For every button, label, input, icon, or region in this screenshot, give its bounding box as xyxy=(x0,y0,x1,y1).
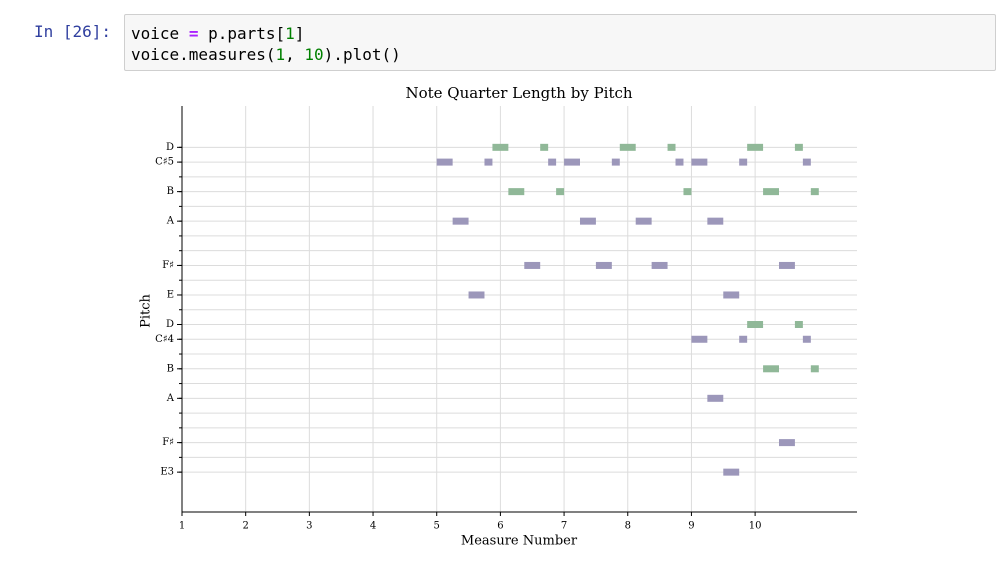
y-tick-label: C♯5 xyxy=(155,157,174,168)
code-token: voice.measures( xyxy=(131,45,276,64)
x-tick-label: 1 xyxy=(179,521,185,532)
y-tick-label: B xyxy=(167,363,174,374)
x-tick-label: 5 xyxy=(434,521,440,532)
note-bar xyxy=(524,261,541,269)
x-tick-label: 2 xyxy=(242,521,248,532)
y-tick-label: E xyxy=(167,289,174,300)
note-bar xyxy=(548,158,557,166)
note-bar xyxy=(747,321,764,329)
note-bar xyxy=(540,143,549,151)
y-tick-label: B xyxy=(167,186,174,197)
y-tick-label: D xyxy=(166,319,174,330)
code-token: , xyxy=(285,45,305,64)
x-axis-label: Measure Number xyxy=(461,534,578,549)
note-bar xyxy=(739,335,748,343)
note-bar xyxy=(683,188,692,196)
note-bar xyxy=(611,158,620,166)
y-tick-label: F♯ xyxy=(162,437,174,448)
note-bar xyxy=(468,291,485,299)
input-prompt: In [26]: xyxy=(34,22,112,41)
y-tick-label: D xyxy=(166,142,174,153)
x-tick-label: 3 xyxy=(306,521,312,532)
note-bar xyxy=(508,188,525,196)
code-line: voice = p.parts[1] xyxy=(131,23,989,44)
note-bar xyxy=(723,468,740,476)
code-token: 10 xyxy=(304,45,324,64)
note-bar xyxy=(802,335,811,343)
note-bar xyxy=(763,188,779,196)
note-bar xyxy=(667,143,676,151)
code-line: voice.measures(1, 10).plot() xyxy=(131,44,989,65)
note-bar xyxy=(635,217,652,225)
code-cell[interactable]: voice = p.parts[1] voice.measures(1, 10).… xyxy=(124,14,996,71)
note-bar xyxy=(651,261,668,269)
x-tick-label: 8 xyxy=(625,521,631,532)
note-bar xyxy=(763,365,779,373)
code-token: 1 xyxy=(275,45,286,64)
code-token: voice xyxy=(131,24,180,43)
x-tick-label: 6 xyxy=(497,521,503,532)
note-bar xyxy=(802,158,811,166)
note-bar xyxy=(492,143,509,151)
code-token: ] xyxy=(294,24,305,43)
note-bar xyxy=(810,365,819,373)
note-bar xyxy=(595,261,612,269)
note-bar xyxy=(691,335,708,343)
note-bar xyxy=(810,188,819,196)
y-tick-label: A xyxy=(166,393,175,404)
note-bar xyxy=(675,158,684,166)
y-tick-label: C♯4 xyxy=(155,334,174,345)
note-bar xyxy=(707,394,724,402)
note-bar xyxy=(794,143,803,151)
note-bar xyxy=(564,158,580,166)
note-bar xyxy=(619,143,636,151)
code-token: 1 xyxy=(285,24,295,43)
code-token: ).plot() xyxy=(323,45,401,64)
note-bar xyxy=(794,321,803,329)
note-bar xyxy=(452,217,469,225)
code-token: = xyxy=(188,24,199,43)
note-bar xyxy=(723,291,740,299)
note-bar xyxy=(747,143,764,151)
note-bar xyxy=(436,158,453,166)
x-tick-label: 7 xyxy=(561,521,567,532)
note-bar xyxy=(484,158,493,166)
note-bar xyxy=(778,439,795,447)
note-bar xyxy=(579,217,596,225)
x-tick-label: 4 xyxy=(370,521,376,532)
note-bar xyxy=(778,261,795,269)
chart-title: Note Quarter Length by Pitch xyxy=(405,84,632,102)
y-axis-label: Pitch xyxy=(139,293,154,327)
y-tick-label: F♯ xyxy=(162,260,174,271)
code-token: p.parts[ xyxy=(208,24,286,43)
note-bar xyxy=(739,158,748,166)
y-tick-label: E3 xyxy=(160,467,174,478)
x-tick-label: 9 xyxy=(688,521,694,532)
note-bar xyxy=(707,217,724,225)
note-bar xyxy=(556,188,565,196)
x-tick-label: 10 xyxy=(749,521,762,532)
note-bar xyxy=(691,158,708,166)
y-tick-label: A xyxy=(166,216,175,227)
